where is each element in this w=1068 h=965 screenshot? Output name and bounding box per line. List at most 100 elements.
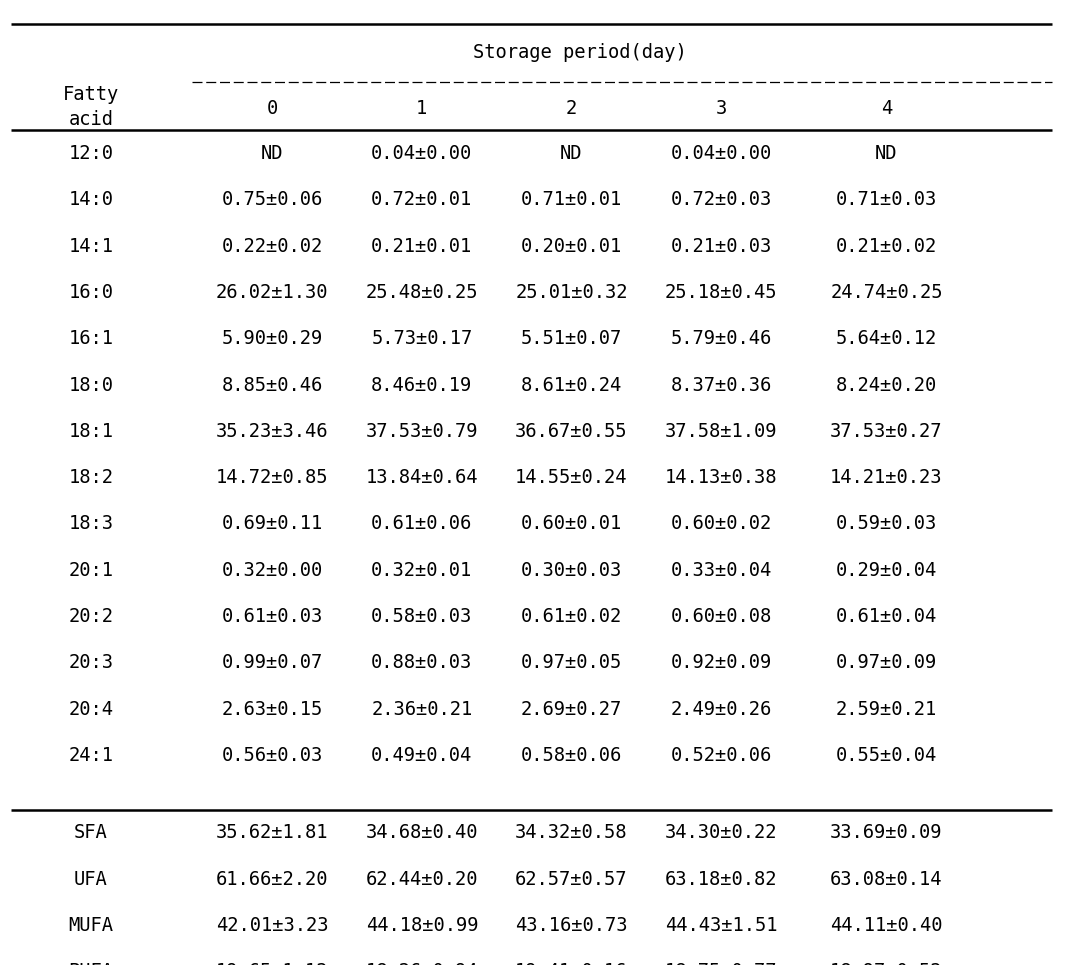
Text: 1: 1 — [417, 98, 427, 118]
Text: UFA: UFA — [74, 869, 108, 889]
Text: 8.46±0.19: 8.46±0.19 — [372, 375, 472, 395]
Text: 20:2: 20:2 — [68, 607, 113, 626]
Text: 0.72±0.03: 0.72±0.03 — [671, 190, 771, 209]
Text: ND: ND — [875, 144, 898, 163]
Text: 0.60±0.01: 0.60±0.01 — [521, 514, 622, 534]
Text: 2: 2 — [566, 98, 577, 118]
Text: 34.30±0.22: 34.30±0.22 — [664, 823, 778, 842]
Text: 8.85±0.46: 8.85±0.46 — [222, 375, 323, 395]
Text: 5.90±0.29: 5.90±0.29 — [222, 329, 323, 348]
Text: 34.68±0.40: 34.68±0.40 — [365, 823, 478, 842]
Text: 3: 3 — [716, 98, 726, 118]
Text: 18:0: 18:0 — [68, 375, 113, 395]
Text: 4: 4 — [881, 98, 892, 118]
Text: 0.21±0.03: 0.21±0.03 — [671, 236, 771, 256]
Text: 0.60±0.02: 0.60±0.02 — [671, 514, 771, 534]
Text: 0.33±0.04: 0.33±0.04 — [671, 561, 771, 580]
Text: 0.61±0.03: 0.61±0.03 — [222, 607, 323, 626]
Text: 0.60±0.08: 0.60±0.08 — [671, 607, 771, 626]
Text: 26.02±1.30: 26.02±1.30 — [216, 283, 329, 302]
Text: ND: ND — [261, 144, 284, 163]
Text: 37.53±0.27: 37.53±0.27 — [830, 422, 943, 441]
Text: 61.66±2.20: 61.66±2.20 — [216, 869, 329, 889]
Text: 14:1: 14:1 — [68, 236, 113, 256]
Text: 34.32±0.58: 34.32±0.58 — [515, 823, 628, 842]
Text: 43.16±0.73: 43.16±0.73 — [515, 916, 628, 935]
Text: ND: ND — [560, 144, 583, 163]
Text: Fatty: Fatty — [63, 85, 119, 104]
Text: 0.59±0.03: 0.59±0.03 — [836, 514, 937, 534]
Text: 2.69±0.27: 2.69±0.27 — [521, 700, 622, 719]
Text: 0.72±0.01: 0.72±0.01 — [372, 190, 472, 209]
Text: 35.23±3.46: 35.23±3.46 — [216, 422, 329, 441]
Text: 18:2: 18:2 — [68, 468, 113, 487]
Text: acid: acid — [68, 110, 113, 129]
Text: 0.30±0.03: 0.30±0.03 — [521, 561, 622, 580]
Text: 5.73±0.17: 5.73±0.17 — [372, 329, 472, 348]
Text: 0.71±0.03: 0.71±0.03 — [836, 190, 937, 209]
Text: 0.58±0.06: 0.58±0.06 — [521, 746, 622, 765]
Text: 5.64±0.12: 5.64±0.12 — [836, 329, 937, 348]
Text: 0.92±0.09: 0.92±0.09 — [671, 653, 771, 673]
Text: 0.32±0.01: 0.32±0.01 — [372, 561, 472, 580]
Text: 20:3: 20:3 — [68, 653, 113, 673]
Text: 62.57±0.57: 62.57±0.57 — [515, 869, 628, 889]
Text: 2.49±0.26: 2.49±0.26 — [671, 700, 771, 719]
Text: 14.72±0.85: 14.72±0.85 — [216, 468, 329, 487]
Text: 24.74±0.25: 24.74±0.25 — [830, 283, 943, 302]
Text: 20:1: 20:1 — [68, 561, 113, 580]
Text: Storage period(day): Storage period(day) — [472, 43, 687, 63]
Text: 0.21±0.02: 0.21±0.02 — [836, 236, 937, 256]
Text: 0.29±0.04: 0.29±0.04 — [836, 561, 937, 580]
Text: 8.24±0.20: 8.24±0.20 — [836, 375, 937, 395]
Text: 0.75±0.06: 0.75±0.06 — [222, 190, 323, 209]
Text: 18.97±0.52: 18.97±0.52 — [830, 962, 943, 965]
Text: 8.37±0.36: 8.37±0.36 — [671, 375, 771, 395]
Text: 33.69±0.09: 33.69±0.09 — [830, 823, 943, 842]
Text: 0.49±0.04: 0.49±0.04 — [372, 746, 472, 765]
Text: 25.48±0.25: 25.48±0.25 — [365, 283, 478, 302]
Text: 20:4: 20:4 — [68, 700, 113, 719]
Text: 0.22±0.02: 0.22±0.02 — [222, 236, 323, 256]
Text: 14.13±0.38: 14.13±0.38 — [664, 468, 778, 487]
Text: 0.52±0.06: 0.52±0.06 — [671, 746, 771, 765]
Text: MUFA: MUFA — [68, 916, 113, 935]
Text: 0.97±0.09: 0.97±0.09 — [836, 653, 937, 673]
Text: 0.58±0.03: 0.58±0.03 — [372, 607, 472, 626]
Text: PUFA: PUFA — [68, 962, 113, 965]
Text: 0.04±0.00: 0.04±0.00 — [372, 144, 472, 163]
Text: 0.99±0.07: 0.99±0.07 — [222, 653, 323, 673]
Text: 18.26±0.94: 18.26±0.94 — [365, 962, 478, 965]
Text: 0.88±0.03: 0.88±0.03 — [372, 653, 472, 673]
Text: 25.18±0.45: 25.18±0.45 — [664, 283, 778, 302]
Text: 0.61±0.04: 0.61±0.04 — [836, 607, 937, 626]
Text: 2.36±0.21: 2.36±0.21 — [372, 700, 472, 719]
Text: 0.97±0.05: 0.97±0.05 — [521, 653, 622, 673]
Text: 18.75±0.77: 18.75±0.77 — [664, 962, 778, 965]
Text: 0.56±0.03: 0.56±0.03 — [222, 746, 323, 765]
Text: 25.01±0.32: 25.01±0.32 — [515, 283, 628, 302]
Text: 12:0: 12:0 — [68, 144, 113, 163]
Text: 36.67±0.55: 36.67±0.55 — [515, 422, 628, 441]
Text: 44.43±1.51: 44.43±1.51 — [664, 916, 778, 935]
Text: 44.18±0.99: 44.18±0.99 — [365, 916, 478, 935]
Text: 5.51±0.07: 5.51±0.07 — [521, 329, 622, 348]
Text: 13.84±0.64: 13.84±0.64 — [365, 468, 478, 487]
Text: 62.44±0.20: 62.44±0.20 — [365, 869, 478, 889]
Text: 37.53±0.79: 37.53±0.79 — [365, 422, 478, 441]
Text: 14.55±0.24: 14.55±0.24 — [515, 468, 628, 487]
Text: 5.79±0.46: 5.79±0.46 — [671, 329, 771, 348]
Text: 24:1: 24:1 — [68, 746, 113, 765]
Text: 2.59±0.21: 2.59±0.21 — [836, 700, 937, 719]
Text: 16:0: 16:0 — [68, 283, 113, 302]
Text: 0.71±0.01: 0.71±0.01 — [521, 190, 622, 209]
Text: 0.21±0.01: 0.21±0.01 — [372, 236, 472, 256]
Text: 63.08±0.14: 63.08±0.14 — [830, 869, 943, 889]
Text: 0.32±0.00: 0.32±0.00 — [222, 561, 323, 580]
Text: 0: 0 — [267, 98, 278, 118]
Text: 63.18±0.82: 63.18±0.82 — [664, 869, 778, 889]
Text: 19.41±0.16: 19.41±0.16 — [515, 962, 628, 965]
Text: 14.21±0.23: 14.21±0.23 — [830, 468, 943, 487]
Text: 14:0: 14:0 — [68, 190, 113, 209]
Text: 16:1: 16:1 — [68, 329, 113, 348]
